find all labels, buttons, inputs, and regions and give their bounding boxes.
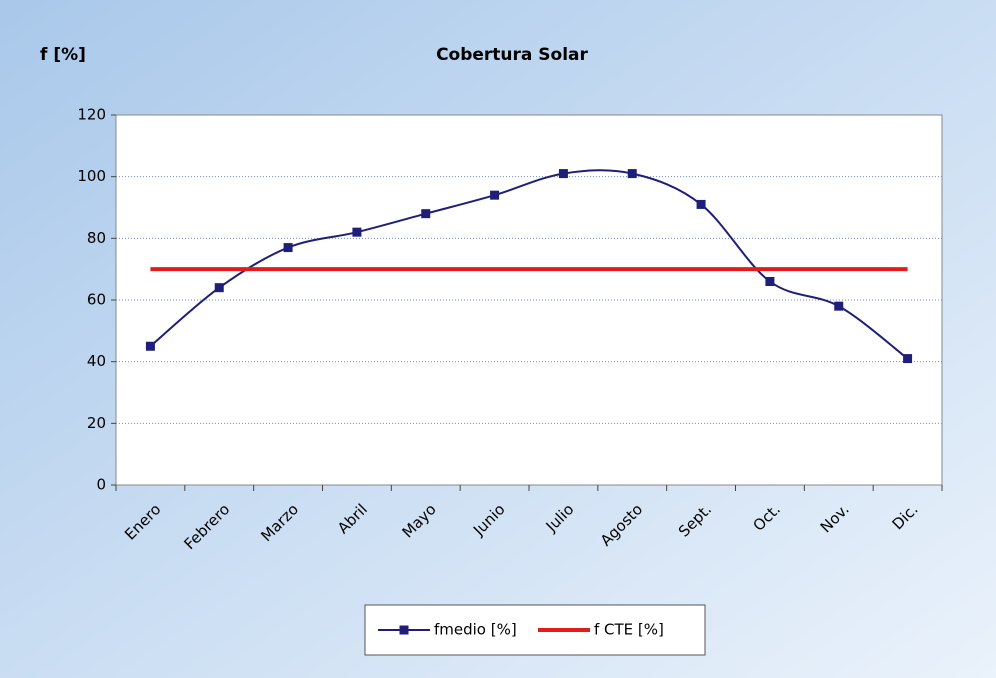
series-line [149, 169, 909, 360]
y-tick-label: 60 [87, 291, 106, 309]
point-marker [283, 243, 293, 253]
point-marker [696, 199, 706, 209]
y-tick-label: 20 [87, 414, 106, 432]
legend-label: f CTE [%] [594, 621, 664, 639]
point-marker [627, 169, 637, 179]
y-tick-label: 100 [77, 167, 106, 185]
point-marker [421, 209, 431, 219]
point-marker [145, 341, 155, 351]
y-tick-label: 120 [77, 106, 106, 124]
y-tick-label: 40 [87, 352, 106, 370]
point-marker [903, 354, 913, 364]
point-marker [834, 301, 844, 311]
point-marker [352, 227, 362, 237]
point-marker [490, 190, 500, 200]
y-tick-label: 80 [87, 229, 106, 247]
y-axis-label: f [%] [40, 45, 86, 65]
legend-marker [399, 625, 409, 635]
point-marker [558, 169, 568, 179]
legend-label: fmedio [%] [434, 621, 517, 639]
point-marker [214, 283, 224, 293]
y-tick-label: 0 [96, 476, 106, 494]
plot-area [115, 114, 943, 486]
chart-title: Cobertura Solar [436, 45, 588, 65]
point-marker [765, 277, 775, 286]
